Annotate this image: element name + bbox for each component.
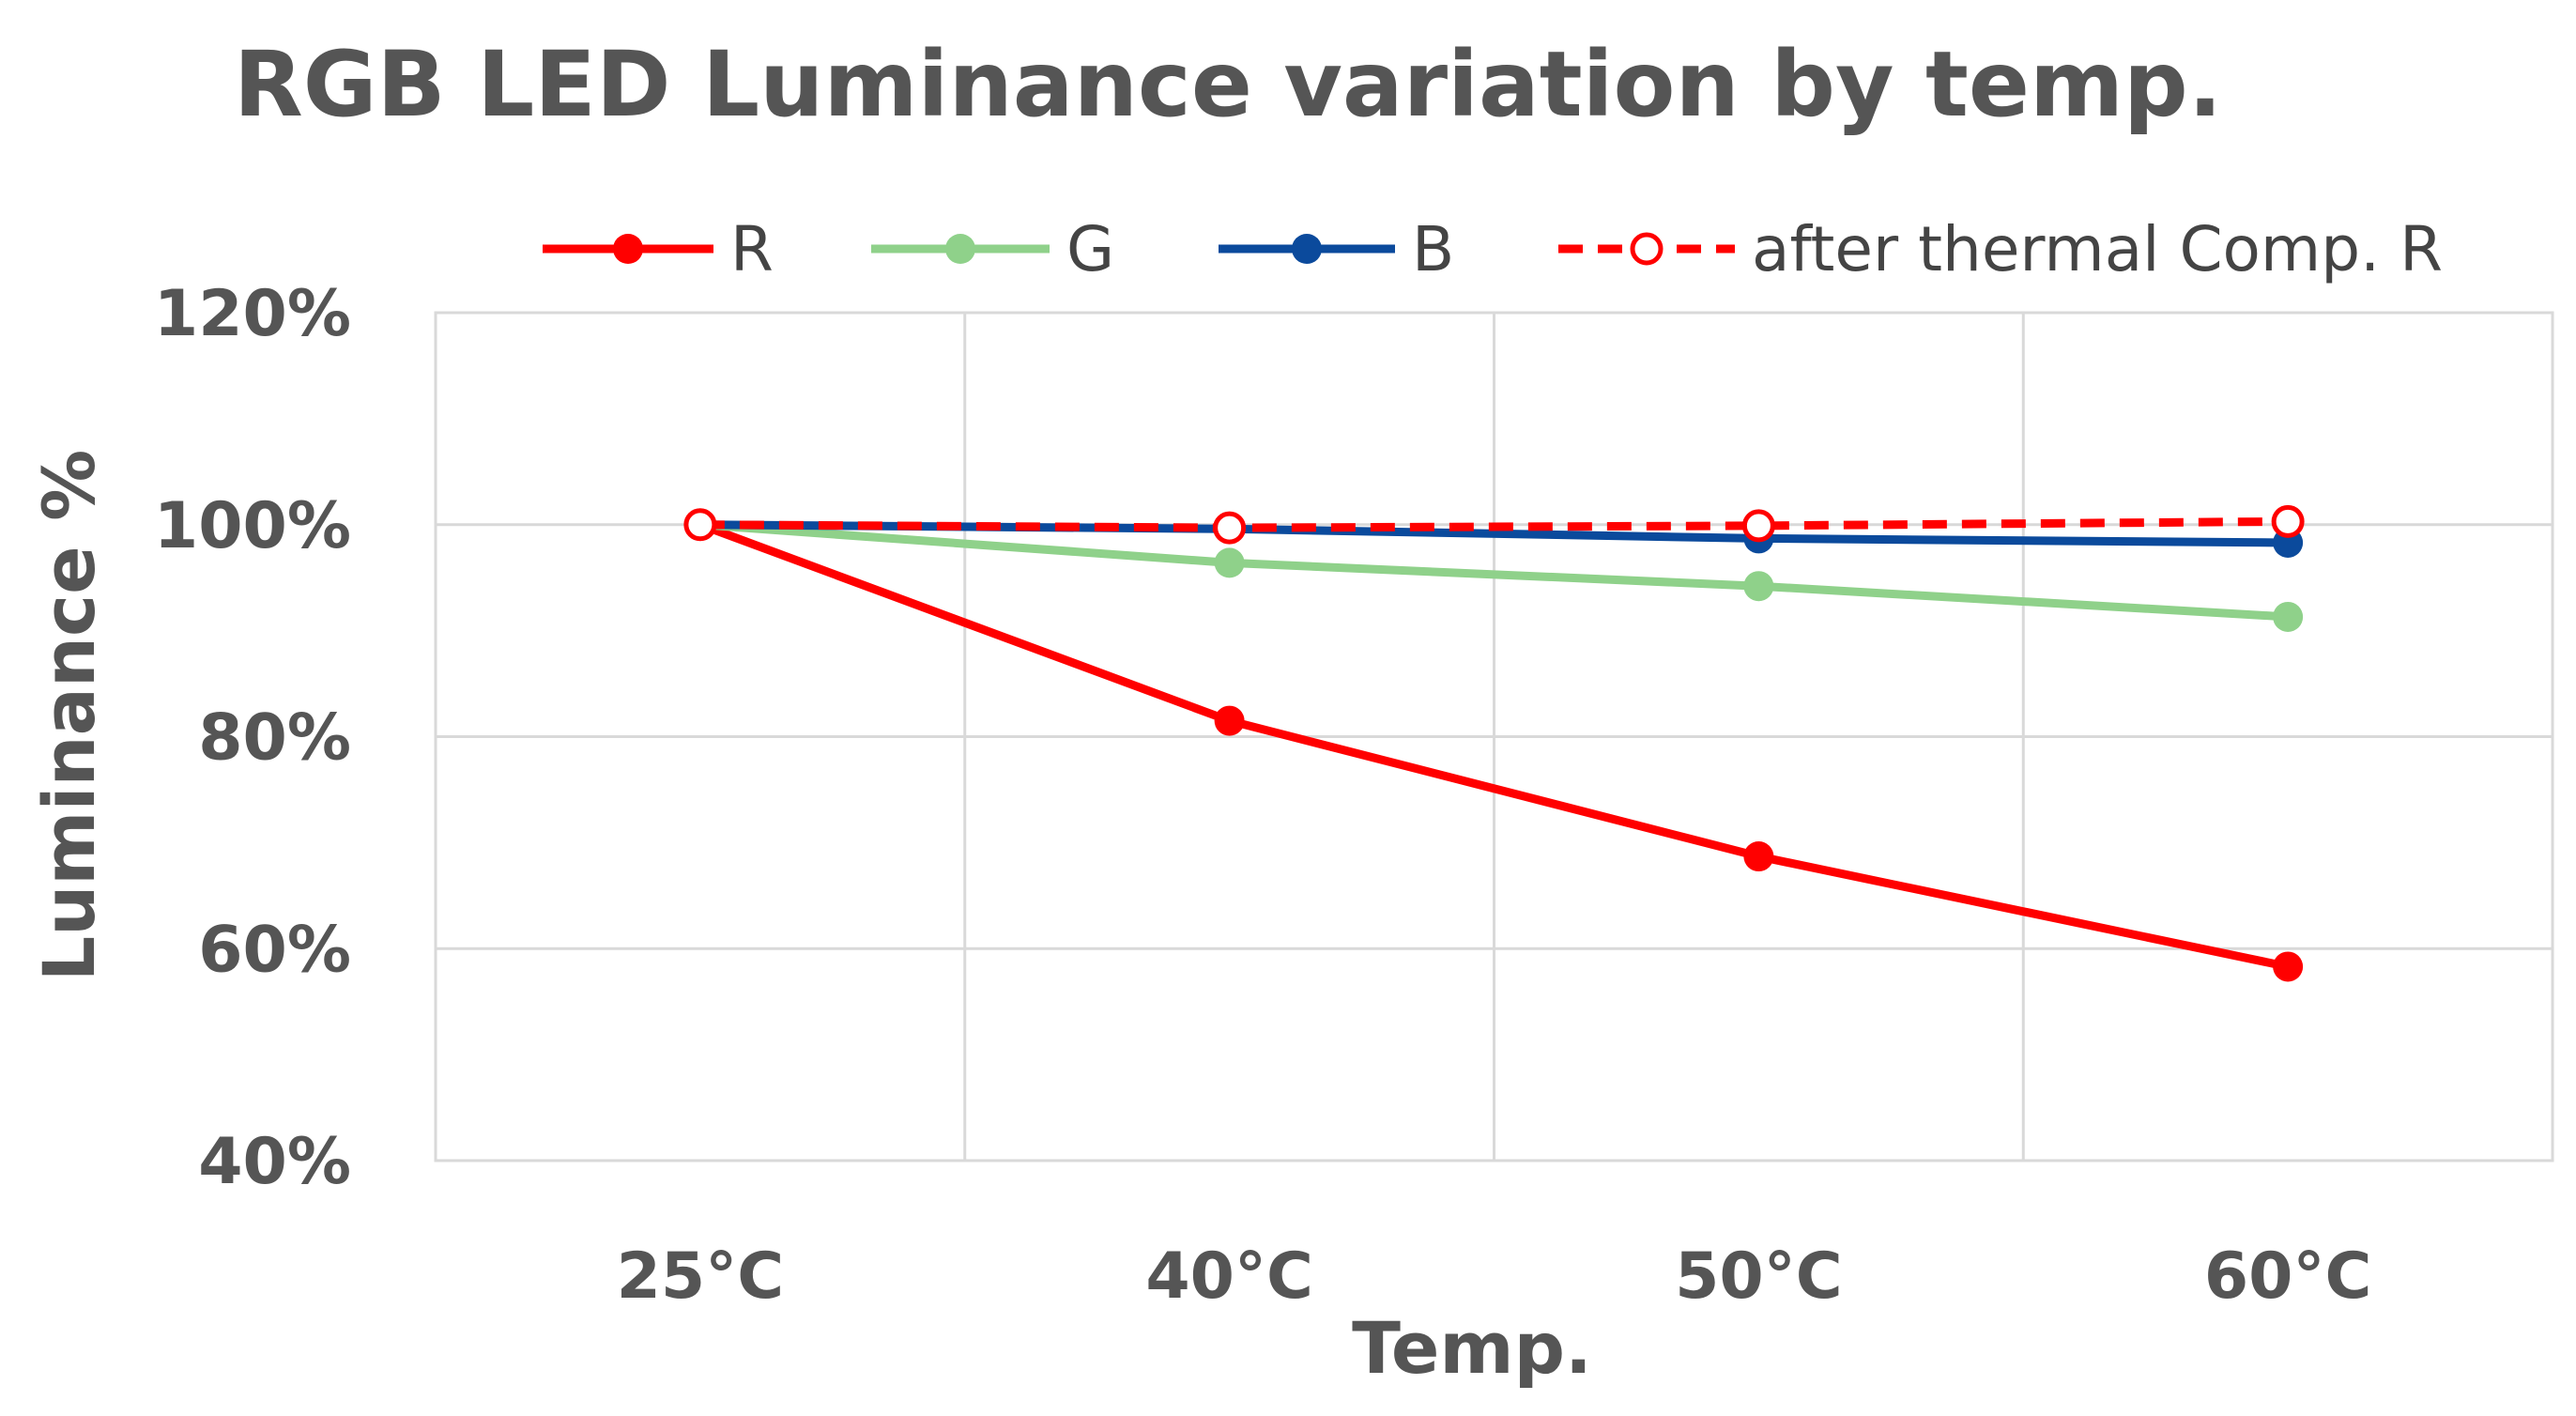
x-axis-title: Temp. — [1352, 1306, 1592, 1390]
grid — [436, 311, 2553, 1162]
x-tick-label: 40°C — [1145, 1239, 1313, 1314]
series-line — [699, 516, 2289, 532]
legend-marker — [1292, 234, 1322, 264]
series-3 — [683, 504, 2305, 545]
data-point — [1214, 705, 1245, 736]
legend-marker — [613, 234, 643, 264]
legend-label: R — [730, 213, 774, 285]
data-point — [1743, 841, 1774, 872]
data-point — [2273, 601, 2304, 632]
y-tick-label: 80% — [198, 701, 351, 776]
data-point — [683, 508, 717, 542]
plot-frame — [434, 311, 2554, 1162]
x-tick-label: 50°C — [1675, 1239, 1843, 1314]
data-point — [2271, 504, 2305, 538]
series-line — [696, 520, 2292, 622]
data-point — [2273, 951, 2304, 982]
data-point — [1214, 547, 1245, 578]
x-tick-label: 60°C — [2204, 1239, 2372, 1314]
series-line — [696, 520, 2292, 547]
legend-item-1: G — [871, 213, 1114, 285]
legend-label: B — [1412, 213, 1454, 285]
series-layer — [683, 504, 2305, 982]
data-point — [1741, 509, 1775, 543]
series-line — [696, 520, 2292, 971]
legend-label: after thermal Comp. R — [1752, 213, 2443, 285]
x-axis-ticks: 25°C 40°C 50°C 60°C — [617, 1239, 2372, 1314]
legend-marker — [945, 234, 975, 264]
x-tick-label: 25°C — [617, 1239, 785, 1314]
y-axis-ticks: 40% 60% 80% 100% 120% — [154, 277, 351, 1199]
legend-marker — [1630, 232, 1664, 266]
y-tick-label: 100% — [154, 489, 351, 563]
legend-item-2: B — [1219, 213, 1454, 285]
chart-title: RGB LED Luminance variation by temp. — [234, 32, 2222, 137]
y-tick-label: 120% — [154, 277, 351, 351]
y-axis-title: Luminance % — [27, 450, 111, 981]
y-tick-label: 40% — [198, 1125, 351, 1199]
legend-item-3: after thermal Comp. R — [1558, 213, 2443, 285]
data-point — [1213, 511, 1247, 545]
legend-label: G — [1066, 213, 1114, 285]
legend-item-0: R — [543, 213, 774, 285]
y-tick-label: 60% — [198, 913, 351, 987]
data-point — [1743, 571, 1774, 602]
